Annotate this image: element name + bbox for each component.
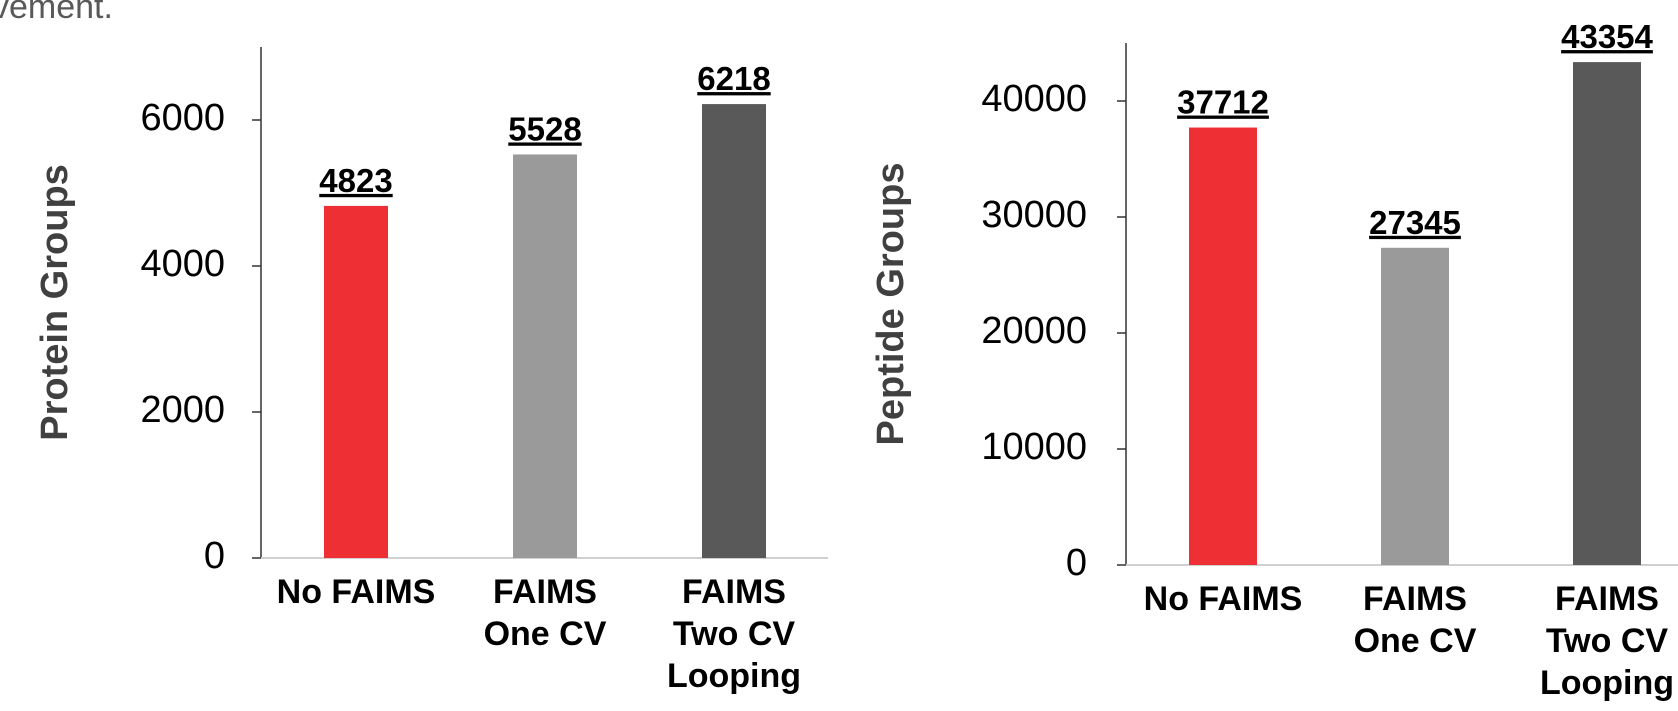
bar bbox=[513, 154, 577, 558]
x-tick-label: No FAIMS bbox=[277, 573, 436, 611]
x-tick-label: FAIMS bbox=[1555, 580, 1659, 618]
y-tick-label: 6000 bbox=[140, 97, 225, 139]
x-tick-label: FAIMS bbox=[682, 573, 786, 611]
x-tick-label: One CV bbox=[1354, 622, 1477, 660]
x-tick-label: No FAIMS bbox=[1144, 580, 1303, 618]
x-tick-label: Looping bbox=[667, 657, 801, 695]
y-tick-label: 30000 bbox=[981, 194, 1087, 236]
y-tick-label: 40000 bbox=[981, 78, 1087, 120]
value-label: 27345 bbox=[1369, 204, 1461, 241]
x-tick-label: Looping bbox=[1540, 664, 1674, 702]
value-label: 37712 bbox=[1177, 84, 1269, 121]
value-label: 43354 bbox=[1561, 18, 1653, 55]
value-label: 5528 bbox=[508, 110, 581, 147]
y-tick-label: 20000 bbox=[981, 310, 1087, 352]
bar bbox=[702, 104, 766, 558]
x-tick-label: FAIMS bbox=[1363, 580, 1467, 618]
x-tick-label: One CV bbox=[484, 615, 607, 653]
y-tick-label: 10000 bbox=[981, 426, 1087, 468]
y-axis-title: Peptide Groups bbox=[870, 163, 912, 446]
value-label: 6218 bbox=[697, 60, 770, 97]
x-tick-label: Two CV bbox=[1546, 622, 1668, 660]
y-tick-label: 0 bbox=[1066, 542, 1087, 584]
y-tick-label: 0 bbox=[204, 535, 225, 577]
bar bbox=[1381, 247, 1449, 565]
y-tick-label: 2000 bbox=[140, 389, 225, 431]
caption-fragment: vement. bbox=[0, 0, 113, 26]
bar bbox=[1189, 127, 1257, 565]
y-tick-label: 4000 bbox=[140, 243, 225, 285]
y-axis-title: Protein Groups bbox=[34, 164, 76, 441]
x-tick-label: FAIMS bbox=[493, 573, 597, 611]
bar bbox=[324, 205, 388, 558]
value-label: 4823 bbox=[319, 162, 392, 199]
x-tick-label: Two CV bbox=[673, 615, 795, 653]
bar bbox=[1573, 62, 1641, 566]
